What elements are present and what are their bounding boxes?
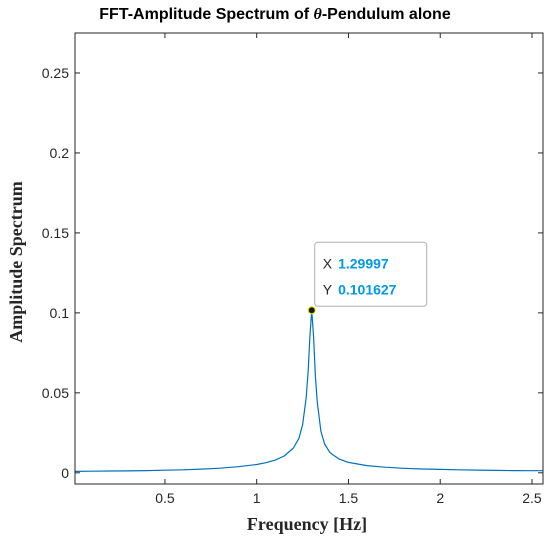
datatip-y-row: Y 0.101627 bbox=[323, 281, 397, 297]
axes-box bbox=[74, 32, 544, 485]
y-tick-label: 0.2 bbox=[50, 145, 70, 161]
x-tick-label: 0.5 bbox=[155, 490, 175, 506]
x-tick-label: 2 bbox=[436, 490, 444, 506]
y-tick-label: 0.1 bbox=[50, 305, 70, 321]
chart-title: FFT-Amplitude Spectrum of θ-Pendulum alo… bbox=[99, 6, 451, 23]
datatip-x-row: X 1.29997 bbox=[323, 255, 389, 271]
y-tick-label: 0.15 bbox=[42, 225, 69, 241]
y-tick-label: 0 bbox=[61, 465, 69, 481]
datatip-box[interactable]: X 1.29997 Y 0.101627 bbox=[314, 241, 428, 307]
datatip-marker[interactable] bbox=[307, 306, 316, 315]
x-axis-label: Frequency [Hz] bbox=[247, 514, 367, 534]
x-tick-label: 2.5 bbox=[522, 490, 542, 506]
x-tick-label: 1.5 bbox=[339, 490, 359, 506]
y-tick-label: 0.05 bbox=[42, 385, 69, 401]
y-tick-label: 0.25 bbox=[42, 65, 69, 81]
x-tick-label: 1 bbox=[253, 490, 261, 506]
y-axis-label: Amplitude Spectrum bbox=[6, 181, 26, 343]
series-line bbox=[74, 309, 543, 472]
theta-symbol: θ bbox=[313, 6, 322, 23]
